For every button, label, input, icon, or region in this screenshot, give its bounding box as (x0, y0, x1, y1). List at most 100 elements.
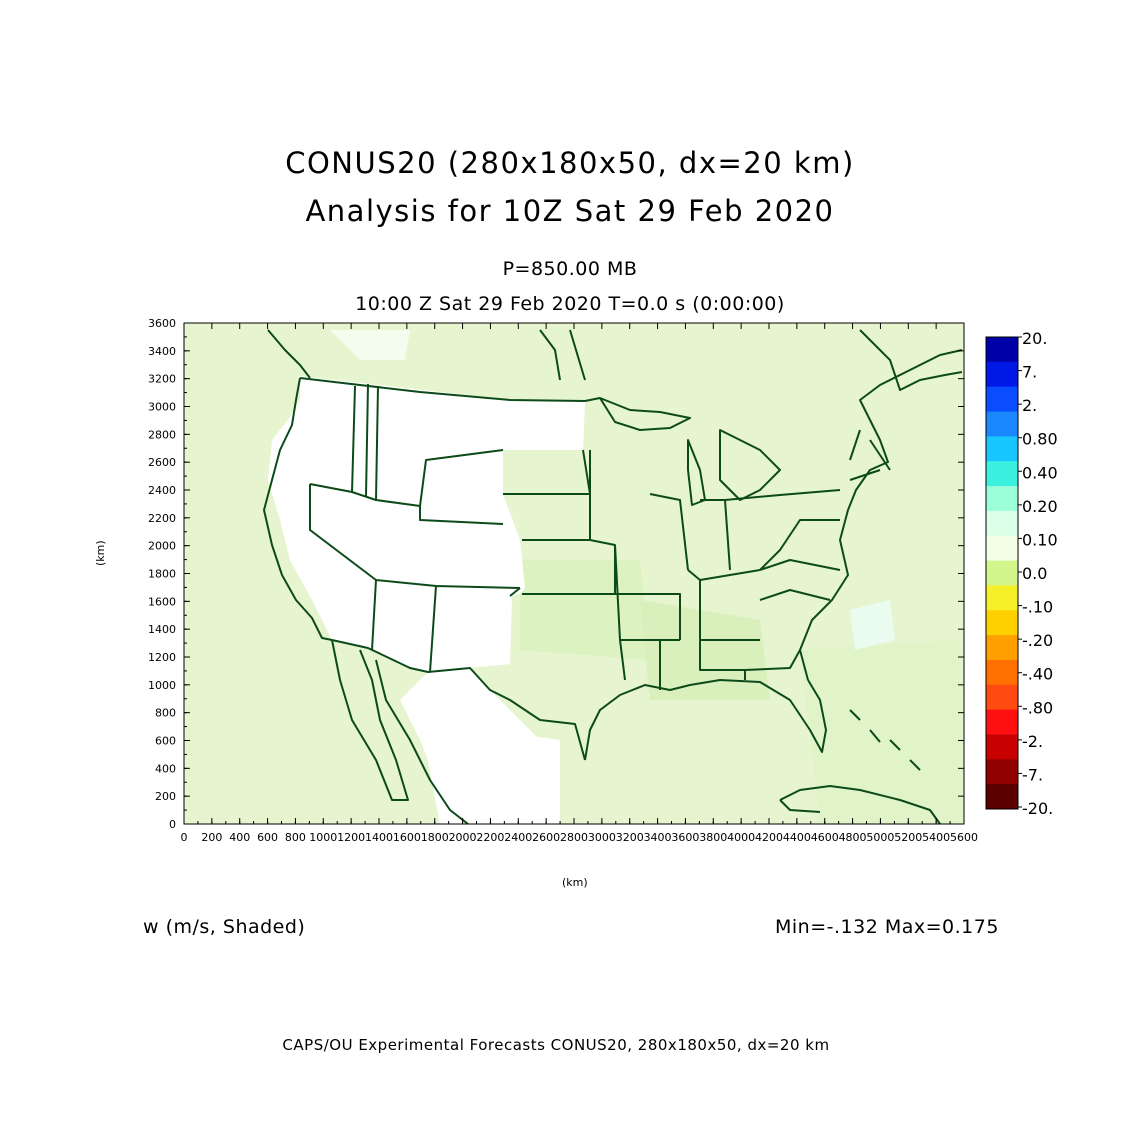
us-canada-border (299, 377, 601, 402)
colorbar-label: -20. (1022, 799, 1053, 818)
x-tick-label: 2000 (449, 831, 477, 844)
pacific-coastline (263, 377, 333, 641)
colorbar-swatch (986, 734, 1018, 760)
field-patch-positive (850, 600, 895, 650)
y-axis: 0 200 400 600 800 1000 1200 1400 1600 1800 2000 220… (148, 317, 964, 831)
colorbar-label: 0.20 (1022, 497, 1058, 516)
y-tick-label: 2000 (148, 540, 176, 553)
field-patch-near-zero (330, 330, 410, 360)
y-tick-label: 200 (155, 790, 176, 803)
y-tick-label: 800 (155, 707, 176, 720)
colorbar-label: 0.10 (1022, 530, 1058, 549)
colorbar-swatch (986, 684, 1018, 711)
y-tick-label: 2600 (148, 456, 176, 469)
colorbar-label: -.20 (1022, 631, 1053, 650)
y-tick-label: 1800 (148, 568, 176, 581)
x-tick-label: 4000 (727, 831, 755, 844)
level-label: P=850.00 MB (502, 258, 638, 280)
y-tick-label: 3400 (148, 345, 176, 358)
x-tick-label: 5400 (922, 831, 950, 844)
x-tick-label: 5200 (894, 831, 922, 844)
y-tick-label: 3000 (148, 401, 176, 414)
lake-superior (599, 397, 691, 431)
colorbar-swatch (986, 784, 1018, 810)
x-axis-unit: (km) (562, 876, 588, 889)
x-tick-label: 600 (257, 831, 278, 844)
x-tick-label: 3400 (644, 831, 672, 844)
colorbar-swatch (986, 411, 1018, 437)
gulf-coastline (584, 679, 827, 761)
y-tick-label: 2800 (148, 428, 176, 441)
baja-coastline (331, 639, 409, 801)
colorbar-label: 0.80 (1022, 430, 1058, 449)
x-tick-label: 4800 (839, 831, 867, 844)
x-tick-label: 1800 (421, 831, 449, 844)
colorbar-label: 0.0 (1022, 564, 1047, 583)
valid-time-label: 10:00 Z Sat 29 Feb 2020 T=0.0 s (0:00:00… (355, 293, 785, 315)
x-tick-label: 1400 (365, 831, 393, 844)
x-tick-label: 3800 (699, 831, 727, 844)
min-max-label: Min=-.132 Max=0.175 (775, 916, 999, 938)
x-tick-label: 2200 (476, 831, 504, 844)
mexico-land-white (400, 668, 560, 824)
lake-huron-erie (719, 429, 781, 501)
field-patch-slight-neg (640, 600, 770, 700)
colorbar-swatch (986, 337, 1018, 363)
mexico-west-coastline (375, 659, 469, 824)
colorbar-swatch (986, 610, 1018, 636)
colorbar-label: -7. (1022, 765, 1043, 784)
x-tick-label: 1600 (393, 831, 421, 844)
credit-label: CAPS/OU Experimental Forecasts CONUS20, … (282, 1036, 830, 1054)
colorbar-swatch (986, 510, 1018, 537)
us-mexico-border (331, 639, 586, 761)
colorbar-label: 0.40 (1022, 463, 1058, 482)
x-tick-label: 4400 (783, 831, 811, 844)
x-tick-label: 4200 (755, 831, 783, 844)
x-tick-label: 2800 (560, 831, 588, 844)
x-tick-label: 2600 (532, 831, 560, 844)
colorbar-label: -.10 (1022, 598, 1053, 617)
colorbar-label: 20. (1022, 329, 1047, 348)
x-tick-label: 1200 (337, 831, 365, 844)
colorbar-swatch (986, 585, 1018, 611)
y-tick-label: 0 (169, 818, 176, 831)
state-lines (309, 383, 891, 690)
x-tick-label: 0 (181, 831, 188, 844)
conus-land-white (268, 376, 585, 672)
y-tick-label: 1600 (148, 595, 176, 608)
field-patch-slight-neg (520, 560, 650, 660)
x-tick-label: 800 (285, 831, 306, 844)
colorbar-swatch (986, 486, 1018, 512)
colorbar-swatch (986, 535, 1018, 562)
y-tick-label: 3600 (148, 317, 176, 330)
x-tick-label: 5000 (866, 831, 894, 844)
colorbar-label: -2. (1022, 732, 1043, 751)
x-tick-label: 2400 (504, 831, 532, 844)
cuba-coastline (779, 785, 941, 824)
colorbar-label: -.40 (1022, 665, 1053, 684)
y-tick-label: 400 (155, 762, 176, 775)
bahamas-islands (849, 709, 921, 771)
colorbar-swatch (986, 386, 1018, 413)
canada-coastline (267, 329, 963, 391)
title-line-2: Analysis for 10Z Sat 29 Feb 2020 (305, 194, 835, 228)
colorbar-swatch (986, 635, 1018, 661)
x-tick-label: 3200 (616, 831, 644, 844)
x-axis: 0 200 400 600 800 1000 1200 1400 1600 1800 2000 220… (181, 323, 978, 844)
title-line-1: CONUS20 (280x180x50, dx=20 km) (285, 146, 855, 180)
colorbar-swatch (986, 461, 1018, 487)
x-tick-label: 5600 (950, 831, 978, 844)
x-tick-label: 200 (201, 831, 222, 844)
colorbar-frame (985, 336, 1019, 810)
colorbar-swatch (986, 436, 1018, 462)
colorbar-swatch (986, 709, 1018, 735)
x-tick-label: 4600 (811, 831, 839, 844)
colorbar-label: 7. (1022, 363, 1037, 382)
colorbar-swatch (986, 361, 1018, 388)
colorbar-swatch (986, 659, 1018, 686)
colorbar-label: -.80 (1022, 698, 1053, 717)
y-tick-label: 3200 (148, 373, 176, 386)
colorbar-swatch (986, 759, 1018, 785)
x-tick-label: 1000 (309, 831, 337, 844)
